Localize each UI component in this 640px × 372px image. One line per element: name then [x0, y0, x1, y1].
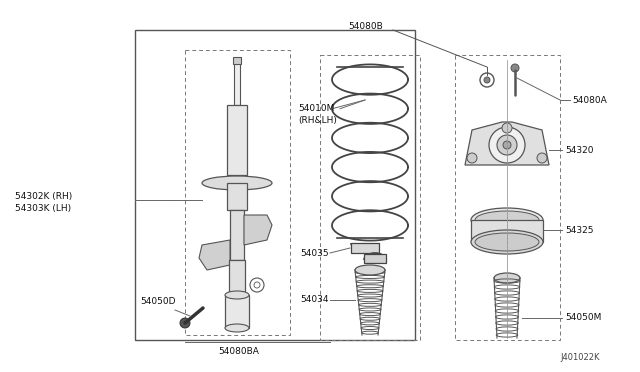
Text: 54010M: 54010M — [298, 103, 334, 112]
Circle shape — [502, 123, 512, 133]
Bar — [185, 50, 290, 335]
Text: 54050M: 54050M — [565, 314, 602, 323]
Ellipse shape — [494, 273, 520, 283]
Circle shape — [537, 153, 547, 163]
Ellipse shape — [475, 211, 539, 229]
Bar — [234, 60, 240, 105]
Text: 54302K (RH): 54302K (RH) — [15, 192, 72, 201]
Circle shape — [489, 127, 525, 163]
Ellipse shape — [471, 230, 543, 254]
Circle shape — [503, 141, 511, 149]
Bar — [230, 210, 244, 260]
Ellipse shape — [225, 291, 249, 299]
Bar — [471, 220, 543, 242]
Bar — [320, 55, 420, 340]
Text: 54034: 54034 — [300, 295, 328, 305]
Text: 54050D: 54050D — [140, 298, 175, 307]
Bar — [135, 30, 415, 340]
Circle shape — [180, 318, 190, 328]
Circle shape — [511, 64, 519, 72]
Bar — [225, 295, 249, 328]
Text: 54303K (LH): 54303K (LH) — [15, 203, 71, 212]
Text: 54035: 54035 — [300, 248, 328, 257]
Bar — [455, 55, 560, 340]
Bar — [229, 260, 245, 295]
Bar — [233, 57, 241, 64]
Text: 54320: 54320 — [565, 145, 593, 154]
Bar — [227, 183, 247, 210]
Text: J401022K: J401022K — [560, 353, 600, 362]
Ellipse shape — [225, 324, 249, 332]
Text: 54325: 54325 — [565, 225, 593, 234]
Bar — [364, 254, 386, 263]
Text: 54080B: 54080B — [348, 22, 383, 31]
Circle shape — [484, 77, 490, 83]
Text: 54080A: 54080A — [572, 96, 607, 105]
Ellipse shape — [475, 233, 539, 251]
Bar — [227, 105, 247, 175]
Circle shape — [467, 153, 477, 163]
Ellipse shape — [355, 265, 385, 275]
Polygon shape — [244, 215, 272, 245]
Ellipse shape — [202, 176, 272, 190]
Bar — [351, 243, 379, 253]
Text: (RH&LH): (RH&LH) — [298, 115, 337, 125]
Polygon shape — [199, 240, 230, 270]
Ellipse shape — [471, 208, 543, 232]
Polygon shape — [465, 122, 549, 165]
Circle shape — [497, 135, 517, 155]
Text: 54080BA: 54080BA — [218, 347, 259, 356]
